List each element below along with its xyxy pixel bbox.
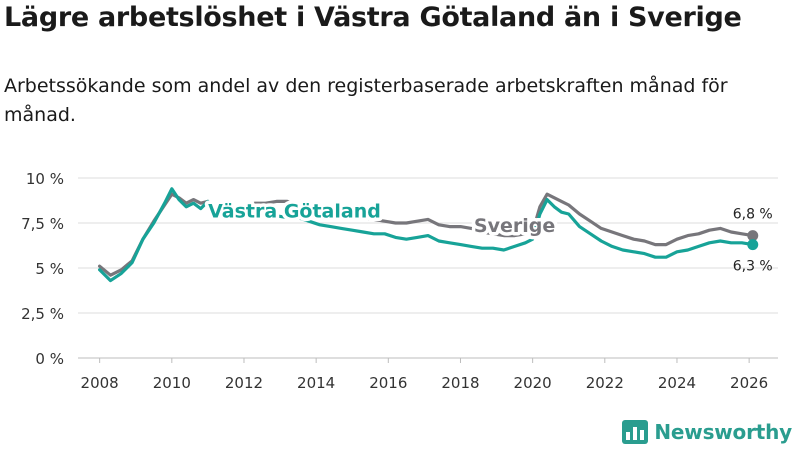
x-tick-label: 2010 (153, 374, 191, 392)
annotation-halo-sverige: Sverige (474, 215, 555, 237)
brand-name: Newsworthy (654, 420, 792, 444)
y-tick-label: 10 % (26, 170, 64, 188)
bar-chart-logo-icon (622, 420, 649, 444)
x-tick-label: 2026 (730, 374, 768, 392)
annotation-sverige: Sverige (474, 215, 555, 237)
end-label-vastra-gotaland: 6,3 % (733, 259, 773, 275)
x-tick-label: 2024 (658, 374, 696, 392)
series-line-vastra-gotaland (98, 187, 755, 283)
x-tick-label: 2016 (369, 374, 407, 392)
series-lines (98, 187, 759, 283)
x-tick-label: 2008 (81, 374, 119, 392)
end-point-vastra-gotaland (747, 239, 759, 251)
y-tick-label: 5 % (35, 260, 64, 278)
newsworthy-logo: Newsworthy (622, 420, 792, 444)
series-line-sverige (98, 192, 755, 277)
x-tick-label: 2018 (441, 374, 479, 392)
y-tick-label: 7,5 % (21, 215, 64, 233)
y-tick-label: 2,5 % (21, 305, 64, 323)
y-tick-label: 0 % (35, 350, 64, 368)
annotation-halo-vastra-gotaland: Västra Götaland (208, 200, 381, 222)
annotation-vastra-gotaland: Västra Götaland (208, 200, 381, 222)
gridlines (78, 177, 778, 359)
chart-title: Lägre arbetslöshet i Västra Götaland än … (4, 2, 742, 33)
x-tick-label: 2014 (297, 374, 335, 392)
x-tick-label: 2020 (514, 374, 552, 392)
chart-subtitle: Arbetssökande som andel av den registerb… (4, 75, 728, 126)
end-label-sverige: 6,8 % (733, 207, 773, 223)
x-tick-label: 2012 (225, 374, 263, 392)
axes: 0 % 2,5 % 5 % 7,5 % 10 % 2008 2010 2012 2014 2016… (21, 170, 768, 392)
end-point-sverige (747, 230, 759, 242)
x-tick-label: 2022 (586, 374, 624, 392)
